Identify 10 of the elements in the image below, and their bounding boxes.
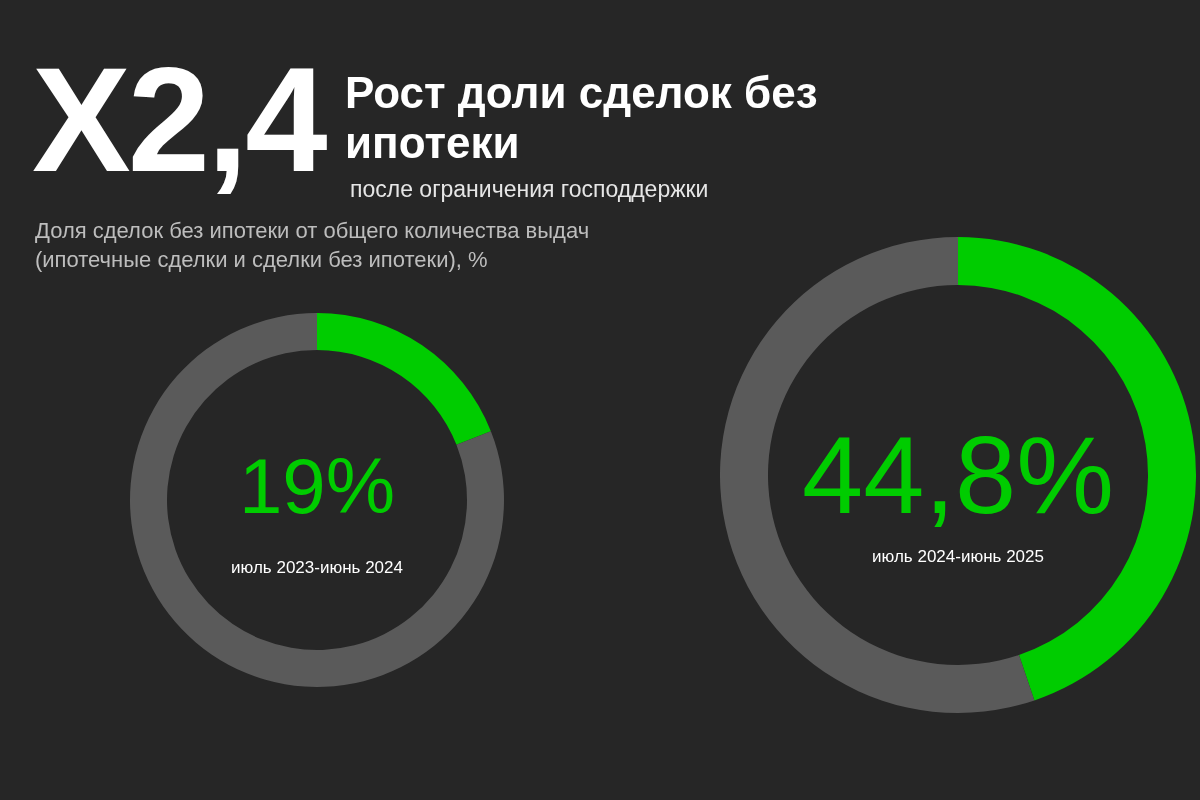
- donut-slice: [317, 313, 491, 445]
- text: X2,4: [32, 37, 325, 202]
- text: июль 2023-июнь 2024: [231, 558, 403, 577]
- text: Доля сделок без ипотеки от общего количества выдач (ипотечные сделки и сделки без ипотеки), %: [35, 217, 591, 274]
- text: июль 2024-июнь 2025: [872, 547, 1044, 566]
- data-label: 44,8%: [802, 413, 1114, 536]
- text: Рост доли сделок без ипотеки: [345, 68, 819, 168]
- text: после ограничения господдержки: [350, 176, 709, 203]
- donut-slice: [130, 313, 504, 687]
- data-label: 19%: [238, 442, 396, 530]
